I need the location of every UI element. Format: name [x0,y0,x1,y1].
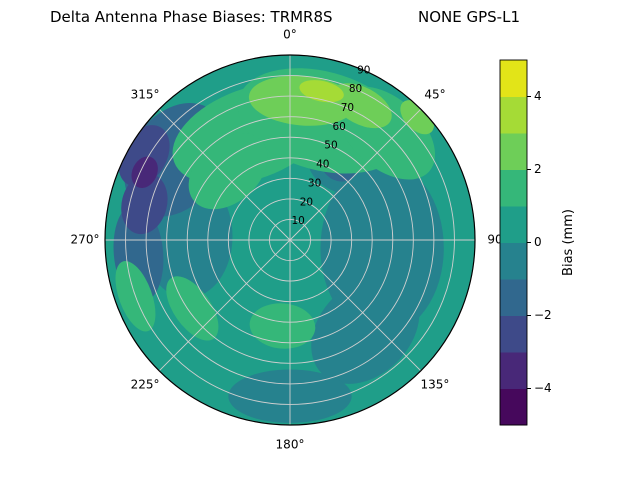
angular-tick-label: 90 [487,233,502,247]
contour-region [299,80,344,103]
axis-labels: 0° 45° 90 135° 180° 225° 270° 315° 10 20 30 40 50 60 7… [71,28,503,452]
contour-region [188,133,268,210]
angular-tick-label: 0° [283,28,297,42]
radial-tick-label: 90 [357,64,370,76]
colorbar-band [500,242,527,280]
radial-tick-label: 50 [324,140,337,152]
radial-tick-label: 80 [349,83,362,95]
angular-tick-label: 225° [131,377,160,391]
radial-tick-label: 70 [341,102,354,114]
radial-tick-label: 40 [316,159,329,171]
colorbar-band [500,169,527,207]
colorbar-tick-label: 0 [534,235,542,249]
angular-tick-label: 270° [71,233,100,247]
radial-tick-label: 10 [292,215,305,227]
contour-region [311,275,420,384]
colorbar-band [500,60,527,97]
colorbar-band [500,315,527,353]
grid-spoke [289,108,422,241]
colorbar-band [500,206,527,243]
colorbar-band [500,388,527,426]
chart-title: Delta Antenna Phase Biases: TRMR8S [50,8,333,26]
colorbar: −4 −2 0 2 4 Bias (mm) [499,59,576,426]
colorbar-tick-label: −2 [534,308,552,322]
colorbar-axis-label: Bias (mm) [561,209,576,276]
colorbar-band [500,352,527,389]
colorbar-tick-label: 4 [534,89,542,103]
contour-region [131,156,158,189]
colorbar-band [500,96,527,134]
colorbar-tick-label: 2 [534,162,542,176]
radial-tick-label: 20 [300,196,313,208]
grid-spoke [289,239,422,372]
contour-region [249,303,316,349]
colorbar-tick-label: −4 [534,381,552,395]
angular-tick-label: 135° [421,377,450,391]
angular-tick-label: 45° [424,88,445,102]
polar-outline [104,54,476,426]
contour-region [331,83,392,129]
angular-tick-label: 180° [276,438,305,452]
radial-tick-label: 30 [308,177,321,189]
colorbar-band [500,133,527,170]
colorbar-band [500,279,527,316]
grid-spoke [158,108,291,241]
chart-subtitle: NONE GPS-L1 [418,8,520,26]
grid-spoke [158,239,291,372]
polar-grid [104,54,476,426]
radial-tick-label: 60 [332,121,345,133]
angular-tick-label: 315° [131,88,160,102]
